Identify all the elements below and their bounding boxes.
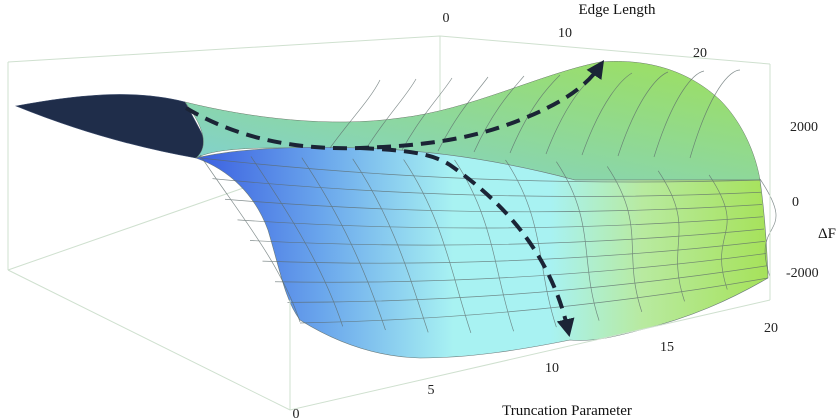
mesh-line: [401, 77, 453, 151]
mesh-line: [237, 216, 764, 229]
mesh-line: [473, 75, 525, 153]
mesh-line: [250, 156, 344, 327]
mesh-line: [556, 161, 600, 321]
mesh-line: [329, 79, 381, 149]
surface-mesh: [199, 69, 777, 334]
surface-dark-flap: [14, 94, 206, 159]
surface-back-sheet: [184, 61, 761, 181]
tick-z-2000: 2000: [790, 120, 818, 135]
tick-z-0: 0: [792, 195, 799, 210]
tick-edge-0: 0: [443, 11, 450, 26]
mesh-line: [199, 157, 761, 183]
tick-edge-20: 20: [693, 46, 707, 61]
mesh-line: [581, 72, 633, 156]
bounding-box-front: [7, 64, 771, 411]
mesh-line: [274, 253, 767, 283]
mesh-line: [199, 154, 301, 323]
mesh-line: [287, 265, 768, 303]
truncation-axis: 0 5 10 15 20 Truncation Parameter: [293, 321, 779, 419]
mesh-line: [352, 158, 429, 333]
z-axis: 2000 0 -2000 ΔF: [786, 120, 836, 281]
z-title: ΔF: [818, 226, 836, 242]
tick-z-neg2000: -2000: [786, 266, 819, 281]
trajectory-paths: [184, 60, 605, 338]
edge-length-axis: 0 10 20 Edge Length: [443, 2, 708, 61]
mesh-line: [617, 71, 669, 157]
mesh-line: [653, 70, 705, 158]
mesh-line: [262, 240, 766, 264]
tick-trunc-10: 10: [545, 361, 559, 376]
path-to-truncation: [359, 146, 575, 338]
mesh-line: [509, 74, 561, 154]
mesh-line: [249, 228, 765, 246]
tick-trunc-0: 0: [293, 407, 300, 419]
mesh-line: [365, 78, 417, 150]
edge-length-title: Edge Length: [578, 2, 656, 18]
mesh-line: [454, 159, 514, 332]
mesh-line: [301, 157, 386, 331]
tick-trunc-5: 5: [428, 383, 435, 398]
mesh-line: [224, 198, 763, 213]
tick-trunc-20: 20: [764, 321, 778, 336]
mesh-line: [299, 277, 769, 324]
mesh-line: [403, 159, 472, 334]
mesh-line: [689, 69, 741, 159]
tick-edge-10: 10: [558, 26, 572, 41]
tick-trunc-15: 15: [660, 340, 674, 355]
truncation-title: Truncation Parameter: [502, 403, 632, 419]
